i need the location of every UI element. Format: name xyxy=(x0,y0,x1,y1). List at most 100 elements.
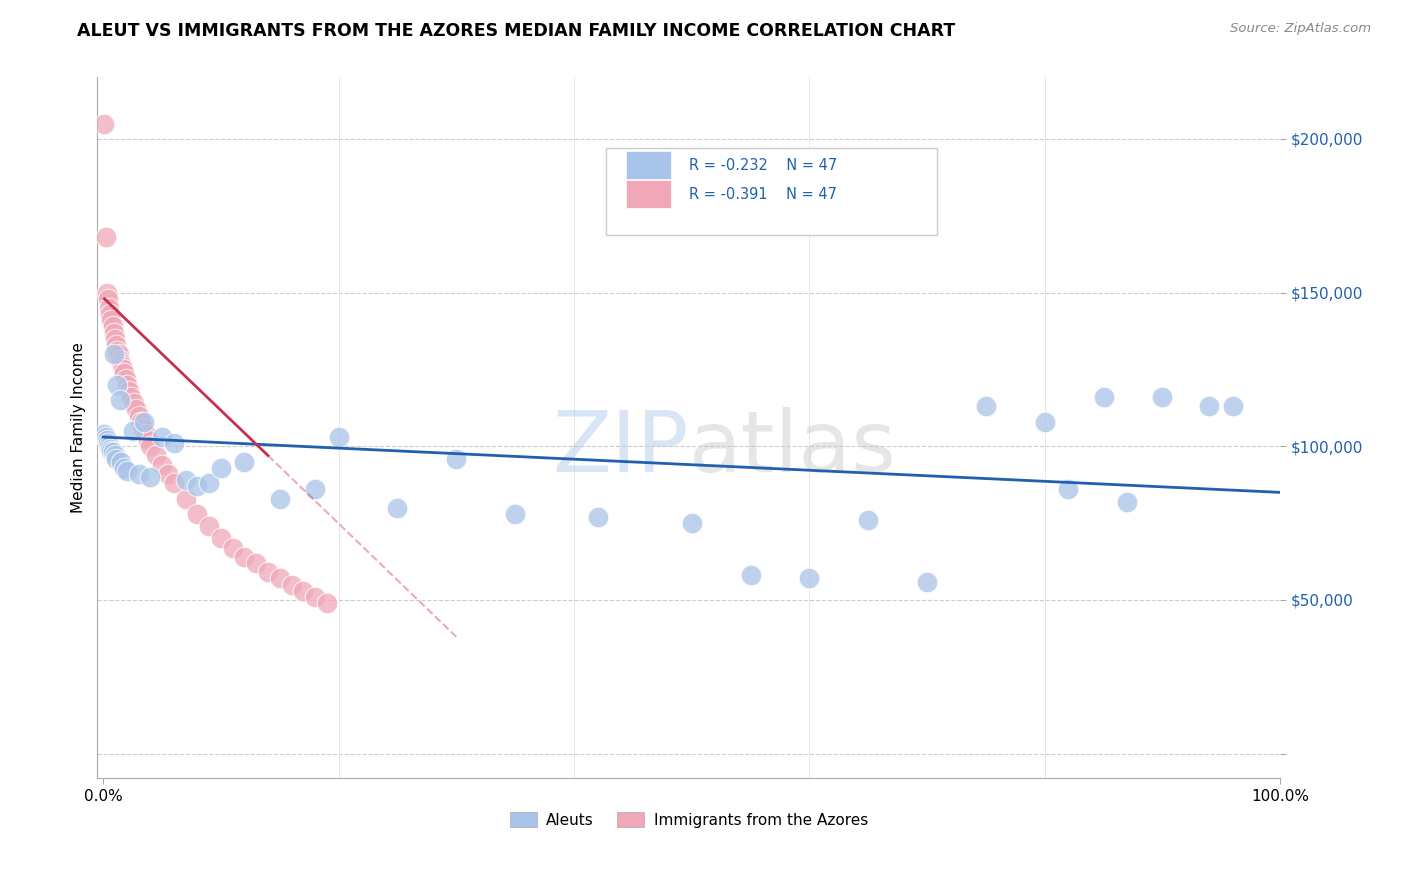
Point xyxy=(103,326,125,340)
Point xyxy=(134,415,156,429)
Point xyxy=(118,384,141,398)
Point xyxy=(186,507,208,521)
Point xyxy=(292,583,315,598)
Point xyxy=(115,377,138,392)
Point xyxy=(221,541,243,555)
Point xyxy=(915,574,938,589)
Point xyxy=(98,439,121,453)
Point xyxy=(174,491,197,506)
Point xyxy=(269,571,291,585)
Point xyxy=(93,117,115,131)
Point xyxy=(328,430,350,444)
Point xyxy=(125,402,148,417)
Point xyxy=(387,500,409,515)
Legend: Aleuts, Immigrants from the Azores: Aleuts, Immigrants from the Azores xyxy=(503,805,875,834)
Point xyxy=(1057,483,1080,497)
Text: ALEUT VS IMMIGRANTS FROM THE AZORES MEDIAN FAMILY INCOME CORRELATION CHART: ALEUT VS IMMIGRANTS FROM THE AZORES MEDI… xyxy=(77,22,956,40)
Point xyxy=(112,460,135,475)
Point xyxy=(257,566,280,580)
Point xyxy=(129,415,152,429)
Point xyxy=(108,393,131,408)
Point xyxy=(100,443,122,458)
Point xyxy=(105,343,128,358)
Point xyxy=(136,433,159,447)
Point xyxy=(150,458,173,472)
Point xyxy=(156,467,179,481)
Point xyxy=(139,470,162,484)
Point xyxy=(135,427,157,442)
Point xyxy=(128,409,150,423)
Point xyxy=(97,436,120,450)
Point xyxy=(114,371,136,385)
Point xyxy=(198,476,221,491)
Point xyxy=(145,449,167,463)
Point xyxy=(150,430,173,444)
Point xyxy=(94,430,117,444)
Point xyxy=(104,332,127,346)
Point xyxy=(209,460,232,475)
Point xyxy=(233,549,256,564)
Point xyxy=(174,473,197,487)
Point xyxy=(280,577,302,591)
Point xyxy=(111,359,134,374)
Point xyxy=(233,455,256,469)
Point xyxy=(110,356,132,370)
Point xyxy=(115,464,138,478)
Point xyxy=(128,467,150,481)
Point xyxy=(122,396,145,410)
Point xyxy=(101,445,124,459)
Point xyxy=(96,285,118,300)
Point xyxy=(198,519,221,533)
Point xyxy=(98,301,121,315)
Point xyxy=(105,377,128,392)
Point xyxy=(101,319,124,334)
Point xyxy=(121,424,143,438)
Point xyxy=(856,513,879,527)
Point xyxy=(100,313,122,327)
Point xyxy=(1092,390,1115,404)
FancyBboxPatch shape xyxy=(606,147,936,235)
Point xyxy=(304,483,326,497)
Point xyxy=(112,362,135,376)
Point xyxy=(245,556,267,570)
Point xyxy=(1116,494,1139,508)
Point xyxy=(132,421,155,435)
Point xyxy=(93,427,115,442)
Text: ZIP: ZIP xyxy=(553,408,689,491)
Point xyxy=(98,307,121,321)
Point xyxy=(105,338,128,352)
Point xyxy=(681,516,703,530)
Point xyxy=(304,590,326,604)
Point xyxy=(107,347,129,361)
Point xyxy=(103,347,125,361)
Point xyxy=(97,292,120,306)
Point xyxy=(1222,400,1244,414)
Point xyxy=(269,491,291,506)
Point xyxy=(98,442,121,457)
Point xyxy=(799,571,821,585)
Point xyxy=(94,230,117,244)
Text: Source: ZipAtlas.com: Source: ZipAtlas.com xyxy=(1230,22,1371,36)
Point xyxy=(163,476,186,491)
Point xyxy=(1152,390,1174,404)
Point xyxy=(1198,400,1220,414)
Point xyxy=(1033,415,1056,429)
Point xyxy=(163,436,186,450)
Point xyxy=(315,596,337,610)
Point xyxy=(108,353,131,368)
Point xyxy=(186,479,208,493)
Point xyxy=(104,449,127,463)
Point xyxy=(209,532,232,546)
Text: R = -0.232    N = 47: R = -0.232 N = 47 xyxy=(689,158,837,172)
Point xyxy=(974,400,997,414)
FancyBboxPatch shape xyxy=(626,180,671,209)
Point xyxy=(586,510,609,524)
Point xyxy=(96,433,118,447)
FancyBboxPatch shape xyxy=(626,151,671,179)
Text: R = -0.391    N = 47: R = -0.391 N = 47 xyxy=(689,187,837,202)
Point xyxy=(121,390,143,404)
Point xyxy=(110,455,132,469)
Y-axis label: Median Family Income: Median Family Income xyxy=(72,343,86,513)
Point xyxy=(112,366,135,380)
Point xyxy=(503,507,526,521)
